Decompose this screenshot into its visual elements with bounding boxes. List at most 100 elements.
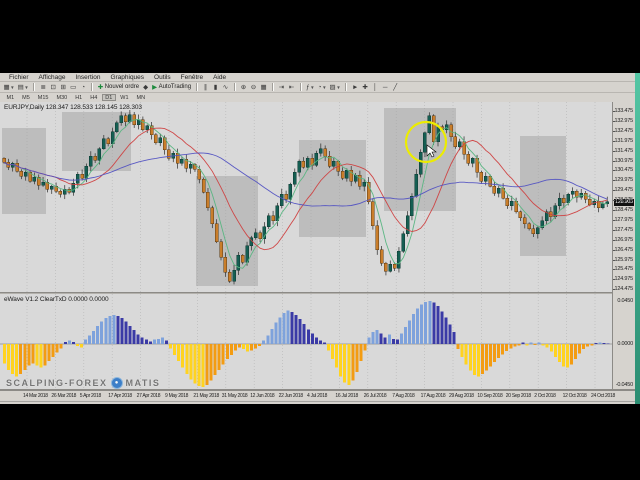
indicator-pane[interactable]: eWave V1.2 ClearTxD 0.0000 0.0000 (0, 294, 612, 389)
cursor-button[interactable]: ► (351, 83, 360, 92)
toolbar-separator (195, 83, 198, 91)
metaeditor-icon: ◆ (143, 83, 149, 91)
crosshair-icon: ✚ (362, 83, 368, 91)
timeframe-d1[interactable]: D1 (101, 94, 116, 101)
time-label: 16 Jul 2018 (335, 393, 358, 399)
profiles-button[interactable]: ▤ ▼ (17, 83, 30, 92)
data-window-icon: ⊡ (50, 83, 56, 91)
time-label: 31 May 2018 (221, 393, 248, 399)
timeframe-m5[interactable]: M5 (19, 94, 34, 101)
zoom-out-icon: ⊖ (250, 83, 257, 91)
zoom-out-button[interactable]: ⊖ (249, 83, 258, 92)
new-order-button[interactable]: ✚ Nouvel ordre (97, 83, 140, 92)
price-tick (613, 150, 615, 152)
bar-chart-icon: ∥ (203, 83, 208, 91)
price-tick (613, 259, 615, 261)
current-price-tag: 128.903 (614, 199, 634, 206)
indicators-button[interactable]: ƒ ▼ (305, 83, 316, 92)
new-order-label: Nouvel ordre (104, 83, 140, 90)
timeframe-m1[interactable]: M1 (3, 94, 18, 101)
time-label: 26 Mar 2018 (51, 393, 77, 399)
periods-button[interactable]: ◔ ▼ (317, 83, 328, 92)
price-tick (613, 130, 615, 132)
vertical-line-button[interactable]: │ (371, 83, 380, 92)
candlestick-chart-icon: ▮ (213, 83, 218, 91)
navigator-button[interactable]: ⊞ (59, 83, 68, 92)
price-label: 129.975 (614, 177, 634, 184)
timeframe-m15[interactable]: M15 (34, 94, 52, 101)
indicators-icon: ƒ (306, 83, 310, 91)
time-label: 27 Apr 2018 (136, 393, 161, 399)
horizontal-line-button[interactable]: ─ (381, 83, 390, 92)
timeframe-mn[interactable]: MN (133, 94, 149, 101)
data-window-button[interactable]: ⊡ (49, 83, 58, 92)
time-label: 22 Jun 2018 (278, 393, 304, 399)
terminal-button[interactable]: ▭ (69, 83, 78, 92)
menu-fentre[interactable]: Fenêtre (180, 73, 204, 81)
menu-insertion[interactable]: Insertion (75, 73, 101, 81)
toolbar-separator (271, 83, 274, 91)
time-label: 7 Aug 2018 (392, 393, 415, 399)
time-label: 9 May 2018 (165, 393, 189, 399)
menu-fichier[interactable]: Fichier (9, 73, 29, 81)
dropdown-arrow-icon: ▼ (10, 84, 15, 90)
dropdown-arrow-icon: ▼ (336, 84, 341, 90)
price-tick (613, 160, 615, 162)
trendline-button[interactable]: ╱ (391, 83, 400, 92)
time-label: 21 May 2018 (193, 393, 219, 399)
menu-outils[interactable]: Outils (154, 73, 171, 81)
price-chart-pane[interactable]: EURJPY,Daily 128.347 128.533 128.145 128… (0, 102, 612, 292)
price-label: 124.475 (614, 286, 634, 293)
price-label: 128.475 (614, 207, 634, 213)
price-label: 132.475 (614, 127, 634, 134)
trading-platform-window: Fichier Affichage Insertion Graphiques Outil… (0, 73, 640, 404)
timeframe-h1[interactable]: H1 (72, 94, 86, 101)
new-chart-icon: ▦ (3, 83, 10, 91)
autotrading-label: AutoTrading (158, 83, 192, 90)
price-tick (613, 239, 615, 241)
price-axis[interactable]: 128.903 133.475 132.975 132.475 131.975 131.… (612, 102, 635, 389)
autotrading-button[interactable]: ▶ AutoTrading (151, 83, 192, 92)
candlestick-chart[interactable] (0, 102, 612, 292)
price-label: 130.475 (614, 167, 634, 174)
zoom-in-icon: ⊕ (240, 83, 247, 91)
market-watch-button[interactable]: ≣ (39, 83, 48, 92)
price-tick (613, 269, 615, 271)
dropdown-arrow-icon: ▼ (24, 84, 29, 90)
time-axis[interactable]: 14 Mar 2018 26 Mar 2018 5 Apr 2018 17 Apr 2… (0, 390, 635, 401)
candlestick-chart-button[interactable]: ▮ (211, 83, 220, 92)
time-label: 20 Sep 2018 (505, 393, 531, 399)
bar-chart-button[interactable]: ∥ (201, 83, 210, 92)
price-tick (613, 180, 615, 182)
timeframe-m30[interactable]: M30 (53, 94, 71, 101)
dropdown-arrow-icon: ▼ (322, 84, 327, 90)
zoom-in-button[interactable]: ⊕ (239, 83, 248, 92)
line-chart-button[interactable]: ∿ (221, 83, 230, 92)
menu-aide[interactable]: Aide (213, 73, 227, 81)
strategy-tester-button[interactable]: ◔ (79, 83, 88, 92)
templates-icon: ▨ (329, 83, 336, 91)
oscillator-histogram[interactable] (0, 294, 612, 389)
timeframe-w1[interactable]: W1 (117, 94, 132, 101)
price-label: 124.975 (614, 276, 634, 283)
tile-windows-button[interactable]: ▦ (259, 83, 268, 92)
time-label: 26 Jul 2018 (363, 393, 387, 399)
right-edge-stripe (635, 73, 640, 404)
auto-scroll-icon: ⇥ (278, 83, 285, 91)
menu-graphiques[interactable]: Graphiques (110, 73, 145, 81)
pane-separator[interactable] (0, 292, 640, 294)
price-label: 130.975 (614, 157, 634, 164)
menu-affichage[interactable]: Affichage (38, 73, 66, 81)
chart-shift-button[interactable]: ⇤ (287, 83, 296, 92)
line-chart-icon: ∿ (222, 83, 229, 91)
menu-bar: Fichier Affichage Insertion Graphiques Outil… (0, 73, 640, 82)
crosshair-button[interactable]: ✚ (361, 83, 370, 92)
price-label: 127.975 (614, 216, 634, 223)
templates-button[interactable]: ▨ ▼ (329, 83, 342, 92)
new-chart-button[interactable]: ▦ ▼ (3, 83, 16, 92)
toolbar-separator (233, 83, 236, 91)
auto-scroll-button[interactable]: ⇥ (277, 83, 286, 92)
price-label: 125.975 (614, 256, 634, 263)
timeframe-h4[interactable]: H4 (87, 94, 101, 101)
metaeditor-button[interactable]: ◆ (141, 83, 150, 92)
